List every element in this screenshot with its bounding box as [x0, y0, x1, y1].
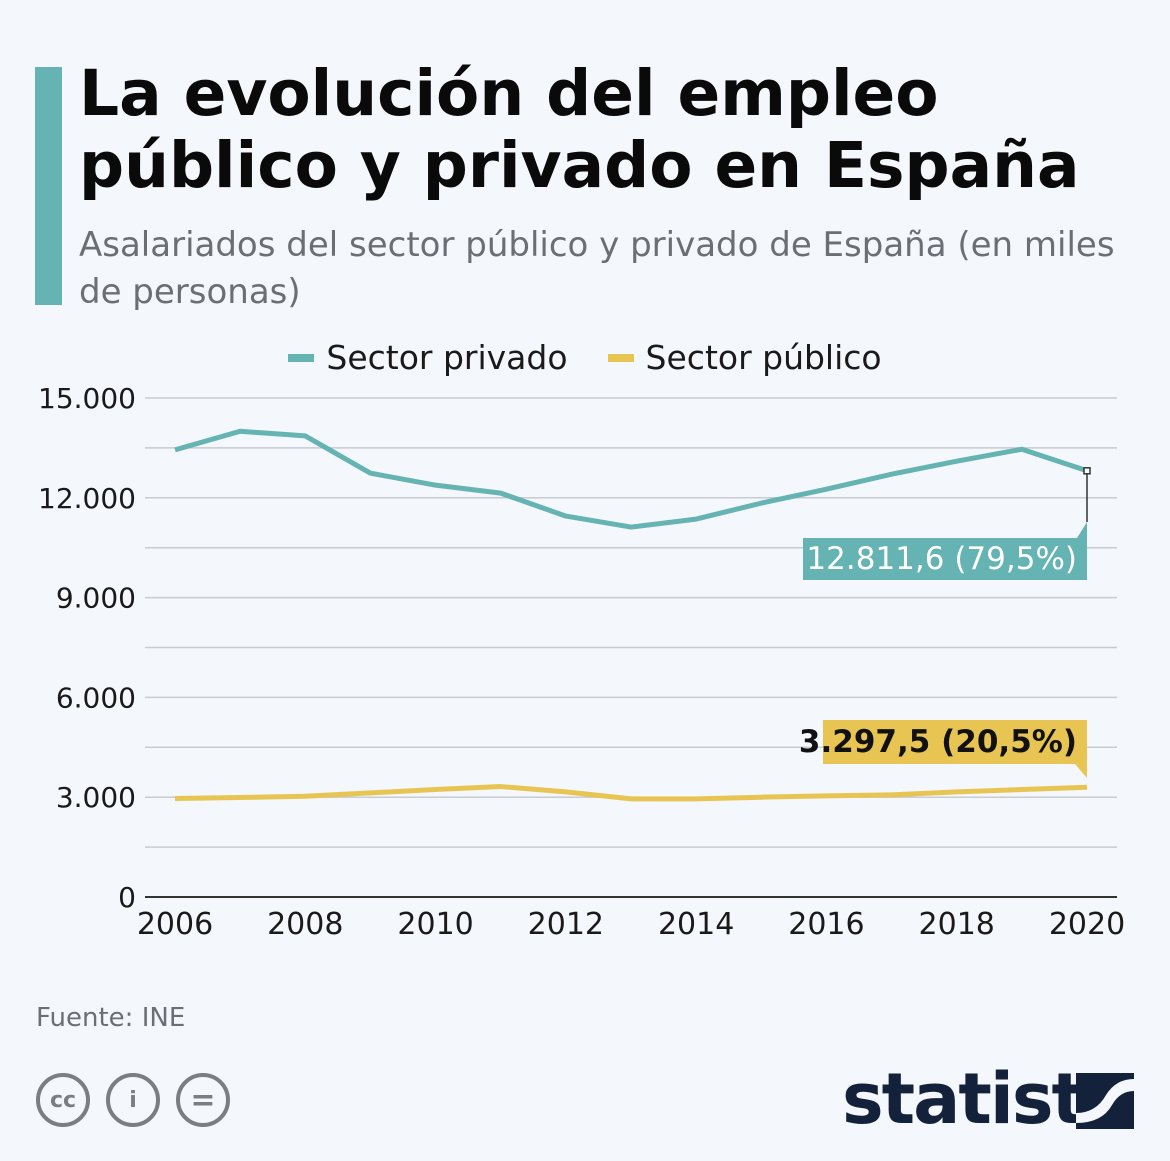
y-tick-label: 12.000	[38, 482, 136, 515]
x-tick-label: 2014	[658, 907, 734, 942]
by-icon: i	[106, 1073, 160, 1127]
x-tick-label: 2012	[528, 907, 604, 942]
x-tick-label: 2010	[397, 907, 473, 942]
legend: Sector privado Sector público	[0, 338, 1170, 377]
y-tick-label: 9.000	[56, 582, 136, 615]
nd-icon: =	[176, 1073, 230, 1127]
x-tick-label: 2018	[919, 907, 995, 942]
x-tick-label: 2016	[788, 907, 864, 942]
chart-title: La evolución del empleo público y privad…	[79, 57, 1080, 202]
legend-label: Sector privado	[326, 338, 568, 377]
series-line-privado	[174, 428, 1088, 530]
annotation-marker	[1083, 467, 1091, 475]
x-tick-label: 2006	[137, 907, 213, 942]
y-tick-label: 0	[118, 881, 136, 914]
chart-subtitle: Asalariados del sector público y privado…	[79, 225, 1115, 312]
x-tick-label: 2008	[267, 907, 343, 942]
legend-item-publico: Sector público	[607, 338, 882, 377]
y-tick-label: 3.000	[56, 781, 136, 814]
legend-swatch	[607, 353, 634, 362]
series-line-publico	[174, 784, 1088, 802]
legend-label: Sector público	[645, 338, 882, 377]
x-tick-label: 2020	[1049, 907, 1125, 942]
statista-logo-mark	[1076, 1073, 1134, 1129]
source: Fuente: INE	[36, 1003, 186, 1033]
y-tick-label: 6.000	[56, 681, 136, 714]
annotation-box-publico	[823, 720, 1087, 778]
accent-bar	[35, 67, 62, 305]
annotation-box-privado	[803, 522, 1087, 580]
y-tick-label: 15.000	[38, 382, 136, 415]
annotation-label-privado: 12.811,6 (79,5%)	[806, 541, 1077, 577]
annotation-label-publico: 3.297,5 (20,5%)	[799, 724, 1077, 760]
legend-item-privado: Sector privado	[288, 338, 568, 377]
legend-swatch	[288, 353, 315, 362]
cc-icon: cc	[36, 1073, 90, 1127]
line-chart: 0 3.000 6.000 9.000 12.000 15.000 2006 2008 2010…	[38, 382, 1125, 942]
